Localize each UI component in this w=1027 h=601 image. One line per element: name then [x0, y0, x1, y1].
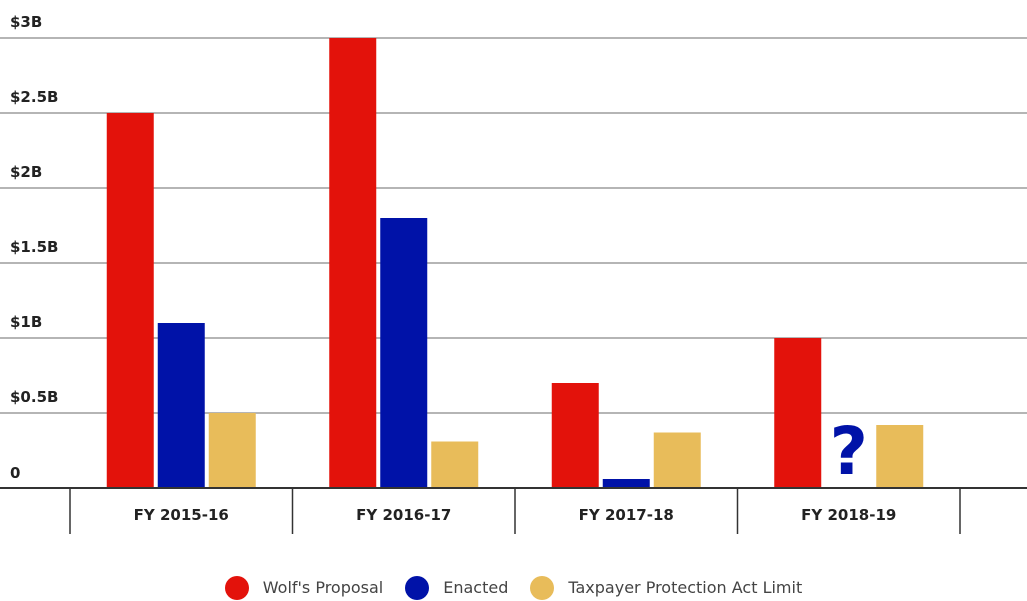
x-tick-label: FY 2015-16	[134, 506, 229, 524]
legend-item-taxpayer-protection-act-limit: Taxpayer Protection Act Limit	[530, 575, 803, 600]
bar-taxpayer-protection-act-limit-fy-2017-18	[653, 432, 701, 488]
bar-chart: 0$0.5B$1B$1.5B$2B$2.5B$3B FY 2015-16 FY 2…	[0, 13, 1027, 534]
x-axis: FY 2015-16 FY 2016-17 FY 2017-18 FY 2018-19	[0, 487, 1027, 534]
annotation-question-mark: ?	[830, 413, 868, 490]
y-tick-label: $3B	[10, 13, 42, 31]
bar-enacted-fy-2016-17	[380, 218, 428, 488]
y-tick-label: $2.5B	[10, 88, 58, 106]
y-tick-label: $2B	[10, 163, 42, 181]
legend-label-wolfs-proposal: Wolf's Proposal	[262, 578, 384, 597]
y-tick-label: $1.5B	[10, 238, 58, 256]
bar-wolf-s-proposal-fy-2017-18	[551, 383, 599, 488]
y-tick-label: $1B	[10, 313, 42, 331]
y-tick-label: $0.5B	[10, 388, 58, 406]
x-tick-label: FY 2018-19	[801, 506, 896, 524]
y-tick-label: 0	[10, 464, 20, 482]
bar-taxpayer-protection-act-limit-fy-2015-16	[208, 413, 256, 488]
legend: Wolf's Proposal Enacted Taxpayer Protect…	[0, 574, 1027, 601]
bar-wolf-s-proposal-fy-2018-19	[774, 338, 822, 488]
gridlines	[0, 37, 1027, 414]
bar-enacted-fy-2015-16	[157, 323, 205, 488]
legend-swatch-enacted	[405, 575, 430, 600]
bar-enacted-fy-2017-18	[602, 479, 650, 488]
y-axis-ticks: 0 $0.5B $1B $1.5B $2B $2.5B $3B	[10, 13, 58, 482]
bar-taxpayer-protection-act-limit-fy-2018-19	[876, 425, 924, 488]
legend-label-enacted: Enacted	[443, 578, 509, 597]
legend-item-wolfs-proposal: Wolf's Proposal	[224, 575, 384, 600]
bar-wolf-s-proposal-fy-2015-16	[106, 113, 154, 488]
bar-wolf-s-proposal-fy-2016-17	[329, 38, 377, 488]
legend-item-enacted: Enacted	[405, 575, 509, 600]
x-tick-label: FY 2016-17	[356, 506, 451, 524]
legend-swatch-wolfs-proposal	[224, 575, 249, 600]
x-tick-label: FY 2017-18	[579, 506, 674, 524]
legend-swatch-taxpayer-protection-act-limit	[530, 575, 555, 600]
bars	[106, 38, 924, 488]
annotations: ?	[830, 413, 868, 490]
legend-label-taxpayer-protection-act-limit: Taxpayer Protection Act Limit	[568, 578, 803, 597]
bar-taxpayer-protection-act-limit-fy-2016-17	[431, 441, 479, 488]
